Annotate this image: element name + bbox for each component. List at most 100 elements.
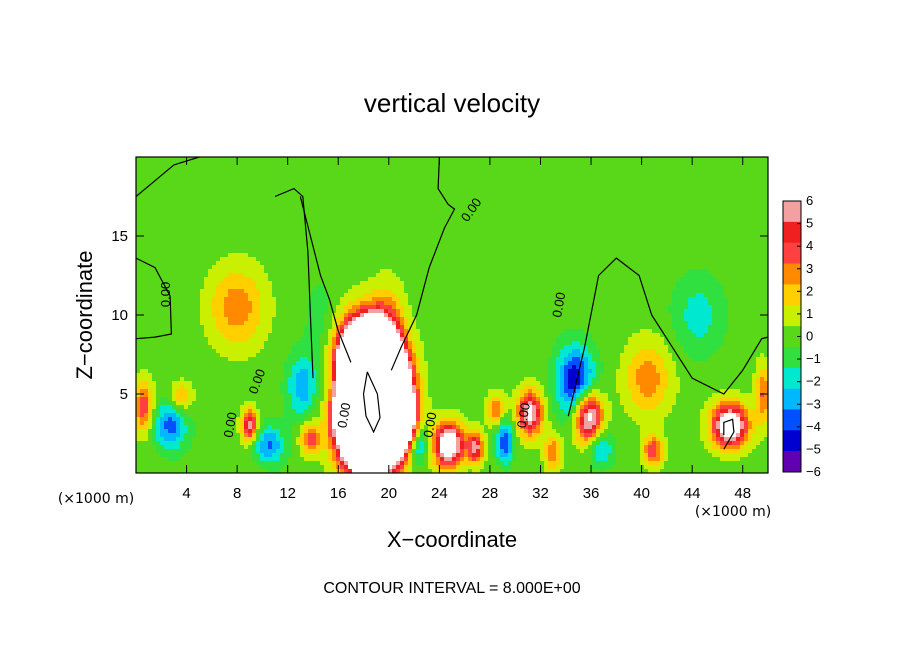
field-cell-2470 [536,217,541,222]
field-cell-1904 [168,205,173,210]
field-cell-2984 [696,229,701,234]
field-cell-3005 [148,233,153,238]
field-cell-691 [372,173,377,178]
field-cell-4797 [364,277,369,282]
field-cell-1731 [740,197,745,202]
field-cell-2510 [696,217,701,222]
field-cell-3523 [324,245,329,250]
field-cell-698 [400,173,405,178]
field-cell-4197 [492,261,497,266]
field-cell-1242 [680,185,685,190]
field-cell-3139 [684,233,689,238]
field-cell-3870 [448,253,453,258]
field-cell-982 [272,181,277,186]
field-cell-4401 [676,265,681,270]
field-cell-4122 [192,261,197,266]
field-cell-3730 [520,249,525,254]
field-cell-3179 [212,237,217,242]
field-cell-2604 [440,221,445,226]
field-cell-1501 [452,193,457,198]
field-cell-4945 [324,281,329,286]
field-cell-521 [324,169,329,174]
field-cell-2228 [200,213,205,218]
field-cell-2601 [428,221,433,226]
field-cell-4656 [432,273,437,278]
field-cell-4796 [360,277,365,282]
field-cell-271 [588,161,593,166]
field-cell-1599 [212,197,217,202]
field-cell-2020 [632,205,637,210]
field-cell-4557 [668,269,673,274]
field-cell-2708 [224,225,229,230]
field-cell-3354 [280,241,285,246]
field-cell-628 [752,169,757,174]
field-cell-4767 [244,277,249,282]
field-cell-746 [592,173,597,178]
field-cell-3403 [476,241,481,246]
field-cell-1768 [256,201,261,206]
field-cell-2736 [336,225,341,230]
field-cell-2363 [740,213,745,218]
field-cell-2274 [384,213,389,218]
field-cell-3835 [308,253,313,258]
field-cell-4526 [544,269,549,274]
field-cell-835 [316,177,321,182]
field-cell-1835 [524,201,529,206]
field-cell-4355 [492,265,497,270]
field-cell-3516 [296,245,301,250]
field-cell-465 [732,165,737,170]
field-cell-2998 [752,229,757,234]
field-cell-189 [260,161,265,166]
field-cell-2496 [640,217,645,222]
field-cell-429 [588,165,593,170]
field-cell-1686 [560,197,565,202]
field-cell-3820 [248,253,253,258]
field-cell-2762 [440,225,445,230]
field-cell-1516 [512,193,517,198]
field-cell-1909 [188,205,193,210]
field-cell-2928 [472,229,477,234]
field-cell-3366 [328,241,333,246]
field-cell-581 [564,169,569,174]
field-cell-2593 [396,221,401,226]
field-cell-4948 [336,281,341,286]
field-cell-459 [708,165,713,170]
field-cell-3183 [228,237,233,242]
field-cell-2023 [644,205,649,210]
field-cell-4277 [180,265,185,270]
field-cell-3601 [636,245,641,250]
field-cell-1359 [516,189,521,194]
field-cell-3321 [148,241,153,246]
field-cell-2272 [376,213,381,218]
field-cell-4347 [460,265,465,270]
field-cell-2033 [684,205,689,210]
field-cell-1477 [356,193,361,198]
field-cell-3140 [688,233,693,238]
field-cell-3290 [656,237,661,242]
field-cell-4184 [440,261,445,266]
field-cell-3177 [204,237,209,242]
field-cell-3740 [560,249,565,254]
field-cell-2509 [692,217,697,222]
field-cell-4090 [696,257,701,262]
field-cell-834 [312,177,317,182]
field-cell-4319 [348,265,353,270]
field-cell-1836 [528,201,533,206]
field-cell-4575 [740,269,745,274]
field-cell-3846 [352,253,357,258]
field-cell-183 [236,161,241,166]
field-cell-3196 [280,237,285,242]
field-cell-3334 [200,241,205,246]
field-cell-1088 [696,181,701,186]
field-cell-3543 [404,245,409,250]
field-cell-1114 [168,185,173,190]
field-cell-2459 [492,217,497,222]
field-cell-200 [304,161,309,166]
field-cell-2267 [356,213,361,218]
field-cell-3750 [600,249,605,254]
field-cell-3410 [504,241,509,246]
field-cell-4154 [320,261,325,266]
field-cell-3480 [152,245,157,250]
field-cell-1313 [332,189,337,194]
field-cell-1689 [572,197,577,202]
